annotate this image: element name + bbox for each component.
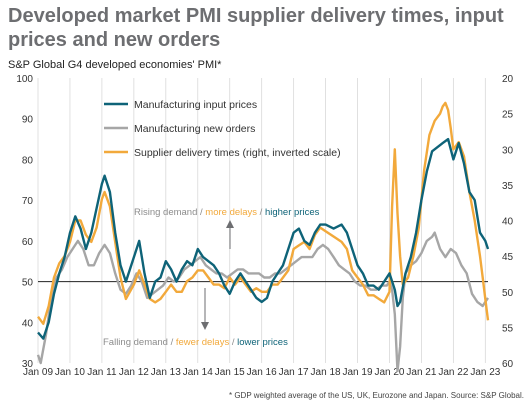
x-axis-ticks: Jan 09 Jan 10 Jan 11 Jan 12 Jan 13 Jan 14 Jan … [23,367,501,378]
x-tick-label: Jan 17 [279,367,309,378]
x-tick-label: Jan 12 [119,367,149,378]
x-tick-label: Jan 11 [87,367,117,378]
x-tick-label: Jan 18 [311,367,341,378]
x-tick-label: Jan 09 [23,367,53,378]
annotation-rising: Rising demand / more delays / higher pri… [134,207,320,218]
x-tick-label: Jan 10 [55,367,85,378]
x-tick-label: Jan 13 [151,367,181,378]
series-line-1 [36,231,489,373]
y-right-tick-label: 50 [502,288,514,299]
y-left-tick-label: 30 [22,359,34,370]
legend-label: Manufacturing new orders [134,123,255,135]
y-left-tick-label: 50 [22,278,34,289]
y-right-tick-label: 60 [502,359,514,370]
legend-label: Supplier delivery times (right, inverted… [134,147,341,159]
series-line-0 [37,137,490,340]
legend: Manufacturing input prices Manufacturing … [104,99,341,159]
x-tick-label: Jan 22 [438,367,468,378]
x-tick-label: Jan 16 [247,367,277,378]
y-left-tick-label: 100 [16,74,33,85]
annotation-up-arrow [226,220,234,249]
x-tick-label: Jan 19 [343,367,373,378]
x-tick-label: Jan 20 [374,367,404,378]
right-axis-ticks: 20 25 30 35 40 45 50 55 60 [502,74,514,370]
y-right-tick-label: 20 [502,74,514,85]
x-tick-label: Jan 14 [183,367,213,378]
series-line-2 [37,101,490,325]
y-right-tick-label: 30 [502,145,514,156]
footnote: * GDP weighted average of the US, UK, Eu… [229,391,524,400]
y-right-tick-label: 25 [502,110,514,121]
y-left-tick-label: 90 [22,115,34,126]
annotation-falling: Falling demand / fewer delays / lower pr… [103,337,288,348]
x-tick-label: Jan 21 [406,367,436,378]
x-tick-label: Jan 23 [470,367,500,378]
y-left-tick-label: 70 [22,196,34,207]
x-tick-label: Jan 15 [215,367,245,378]
y-right-tick-label: 45 [502,252,514,263]
y-left-tick-label: 80 [22,155,34,166]
y-left-tick-label: 60 [22,237,34,248]
left-axis-ticks: 30 40 50 60 70 80 90 100 [16,74,33,370]
chart-subtitle: S&P Global G4 developed economies' PMI* [8,59,222,71]
series-lines [36,101,490,373]
y-left-tick-label: 40 [22,318,34,329]
y-right-tick-label: 40 [502,217,514,228]
legend-label: Manufacturing input prices [134,99,257,111]
annotation-down-arrow [201,288,209,330]
chart-title: Developed market PMI supplier delivery t… [8,5,504,51]
y-right-tick-label: 55 [502,323,514,334]
y-right-tick-label: 35 [502,181,514,192]
vertical-gridlines [37,78,486,363]
